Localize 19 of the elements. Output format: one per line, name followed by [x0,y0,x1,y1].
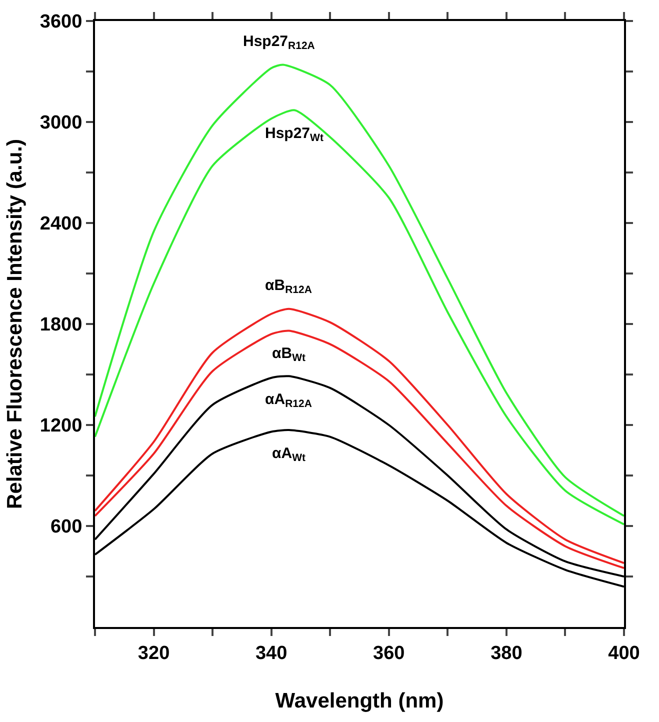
x-tick-label: 400 [608,642,640,664]
y-tick-label: 2400 [40,214,82,235]
series-label: Hsp27$_{Wt}$ [265,125,324,144]
y-tick-label: 600 [50,516,82,538]
series-label: Hsp27$_{R12A}$ [243,33,316,52]
y-tick-label: 3000 [40,112,82,134]
series-label: αB$_{Wt}$ [272,345,306,364]
series-label: αA$_{Wt}$ [272,445,306,464]
x-tick-label: 360 [373,642,405,664]
x-tick-label: 380 [490,642,522,664]
x-axis-title: Wavelength (nm) [275,690,444,712]
x-tick-label: 320 [138,642,170,664]
y-tick-label: 1800 [40,314,82,336]
y-axis-title: Relative Fluorescence Intensity (a.u.) [4,139,27,509]
x-tick-label: 340 [255,642,288,664]
y-tick-label: 1200 [40,416,82,437]
y-tick-label: 3600 [40,12,82,33]
series-label: αA$_{R12A}$ [265,391,312,410]
series-label: αB$_{R12A}$ [265,277,312,296]
